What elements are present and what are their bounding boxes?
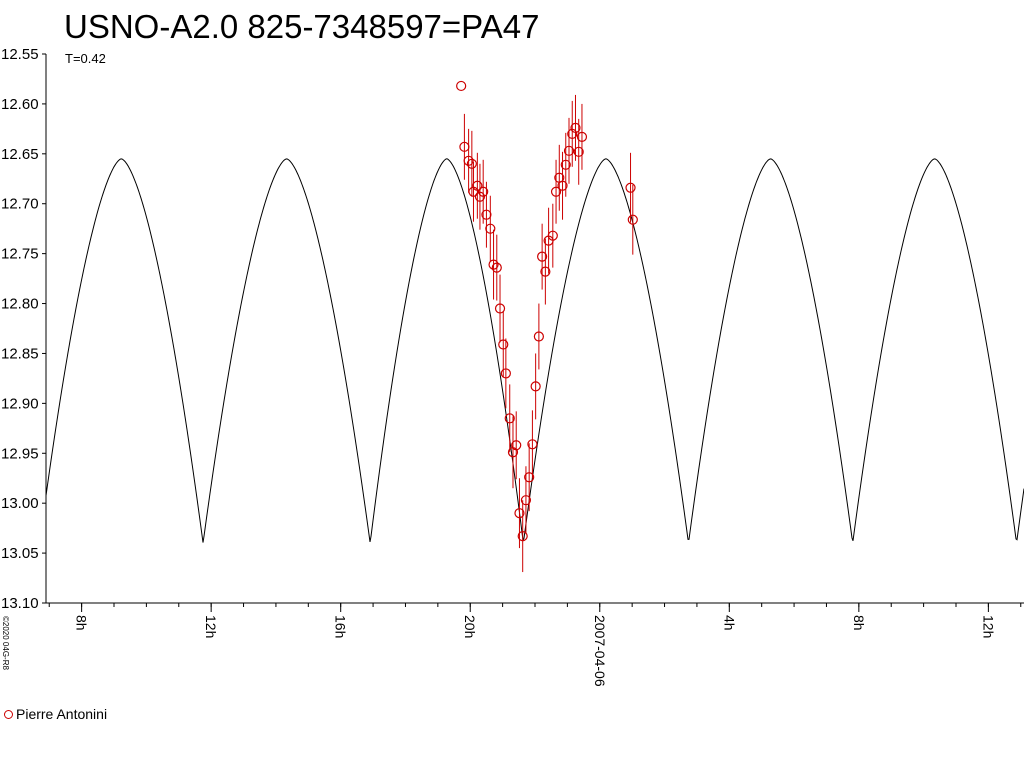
x-tick-label: 8h [74,615,90,631]
y-tick-label: 12.55 [1,46,39,63]
data-point [537,251,548,262]
data-point [494,303,506,314]
data-point [627,214,638,225]
data-point [500,368,511,379]
data-point [517,531,528,542]
model-curve [45,158,1024,543]
data-point [524,472,535,483]
data-point [466,158,477,169]
x-tick-label: 12h [203,615,219,638]
x-tick-label: 12h [980,615,996,638]
data-point [491,262,502,273]
chart-title: USNO-A2.0 825-7348597=PA47 [64,8,540,45]
data-point [567,128,578,139]
legend-label: Pierre Antonini [16,706,108,722]
data-point [463,155,474,166]
y-tick-label: 12.95 [1,445,39,462]
x-tick-labels: 8h 12h 16h 20h 2007-04-06 4h 8h 12h [74,615,997,687]
data-point [530,381,541,392]
data-point [533,331,544,342]
y-tick-label: 12.85 [1,345,39,362]
data-point [570,122,581,133]
data-point [573,146,584,157]
y-tick-label: 13.05 [1,545,39,562]
data-point [478,186,489,197]
y-tick-label: 12.90 [1,395,39,412]
y-tick-label: 12.70 [1,196,39,213]
data-point [576,131,588,142]
data-point [550,186,562,197]
error-bars [463,94,634,573]
y-tick-label: 12.75 [1,246,39,263]
data-point [474,191,486,202]
y-tick-label: 12.60 [1,96,39,113]
y-tick-labels: 12.55 12.60 12.65 12.70 12.75 12.80 12.85 12.90… [1,46,39,612]
data-point [472,180,483,191]
data-point [456,80,467,92]
data-point [514,508,525,519]
data-point [527,439,538,450]
x-tick-label: 4h [721,615,737,631]
y-tick-label: 13.00 [1,495,39,512]
copyright-credit: ©2020 04G-R8 [1,616,10,670]
data-point [488,259,499,270]
data-point [547,230,558,241]
data-point [563,145,575,156]
legend: Pierre Antonini [4,706,107,722]
y-tick-label: 13.10 [1,595,39,612]
legend-marker-circle-icon [4,709,13,719]
data-point [485,223,496,234]
data-point [625,182,636,193]
x-tick-label: 16h [333,615,349,638]
data-point [481,209,492,220]
chart-subtitle: T=0.42 [65,51,106,66]
y-tick-label: 12.80 [1,296,39,313]
y-tick-label: 12.65 [1,146,39,163]
data-points [456,80,638,542]
x-tick-label: 2007-04-06 [592,615,608,687]
data-point [459,141,470,152]
axes [42,53,1024,612]
data-point [504,413,515,424]
data-point [507,447,519,458]
data-point [498,339,509,350]
x-tick-label: 20h [462,615,478,638]
data-point [560,159,571,170]
data-point [511,440,522,451]
data-point [557,180,568,191]
x-tick-label: 8h [851,615,867,631]
data-point [520,495,532,506]
data-point [540,266,551,277]
